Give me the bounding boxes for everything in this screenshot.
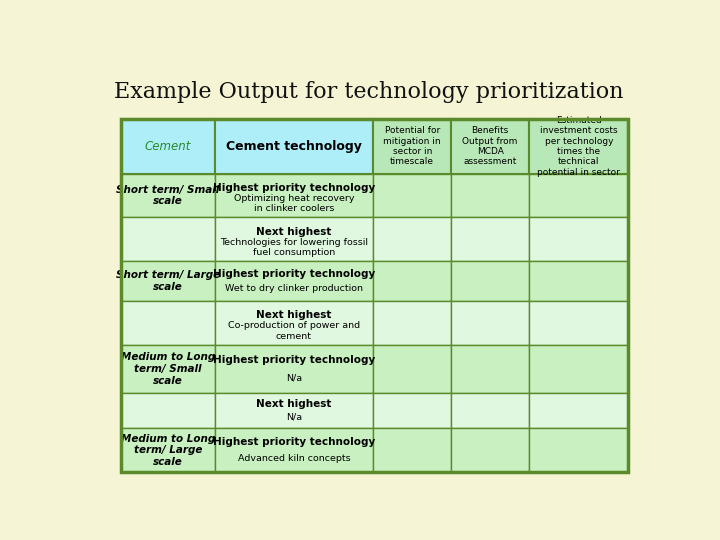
Bar [215,428,373,472]
Bar [373,119,451,174]
Bar [121,261,215,301]
Bar [529,218,629,261]
Bar [215,218,373,261]
Text: Highest priority technology: Highest priority technology [213,355,375,365]
Bar [215,393,373,428]
Bar [121,174,215,218]
Bar [215,261,373,301]
Bar [121,393,215,428]
Bar [529,345,629,393]
Bar [373,428,451,472]
Bar [121,218,215,261]
Text: Highest priority technology: Highest priority technology [213,269,375,279]
Text: Highest priority technology: Highest priority technology [213,183,375,193]
Bar [451,428,529,472]
Text: Cement: Cement [145,140,191,153]
Text: Advanced kiln concepts: Advanced kiln concepts [238,454,351,463]
Text: Medium to Long
term/ Large
scale: Medium to Long term/ Large scale [120,434,215,467]
Text: Estimated
investment costs
per technology
times the
technical
potential in secto: Estimated investment costs per technolog… [537,116,620,177]
Bar [215,345,373,393]
Bar [373,261,451,301]
Bar [451,218,529,261]
Bar [215,301,373,345]
Text: Wet to dry clinker production: Wet to dry clinker production [225,284,363,293]
Bar [121,428,215,472]
Text: N/a: N/a [286,373,302,382]
Text: Technologies for lowering fossil
fuel consumption: Technologies for lowering fossil fuel co… [220,238,368,257]
Text: Optimizing heat recovery
in clinker coolers: Optimizing heat recovery in clinker cool… [234,194,354,213]
Bar [529,393,629,428]
Text: Benefits
Output from
MCDA
assessment: Benefits Output from MCDA assessment [462,126,518,166]
Bar [529,261,629,301]
Bar [451,345,529,393]
Bar [451,393,529,428]
Bar [373,393,451,428]
Bar [529,119,629,174]
Bar [529,174,629,218]
Text: Next highest: Next highest [256,399,332,409]
Text: Example Output for technology prioritization: Example Output for technology prioritiza… [114,82,624,104]
Bar [451,301,529,345]
Text: Short term/ Large
scale: Short term/ Large scale [116,271,220,292]
Bar [529,301,629,345]
Bar [215,119,373,174]
Text: Co-production of power and
cement: Co-production of power and cement [228,321,360,341]
Bar [529,428,629,472]
Text: N/a: N/a [286,413,302,422]
Bar [215,174,373,218]
Text: Short term/ Small
scale: Short term/ Small scale [116,185,220,206]
Text: Medium to Long
term/ Small
scale: Medium to Long term/ Small scale [120,352,215,386]
Bar [121,301,215,345]
Text: Next highest: Next highest [256,310,332,320]
Bar [121,119,215,174]
Text: Next highest: Next highest [256,226,332,237]
Text: Highest priority technology: Highest priority technology [213,437,375,448]
Bar [121,345,215,393]
Bar [451,261,529,301]
Bar [373,345,451,393]
Bar [121,119,629,472]
Bar [373,218,451,261]
Bar [373,301,451,345]
Bar [451,119,529,174]
Bar [451,174,529,218]
Bar [373,174,451,218]
Text: Potential for
mitigation in
sector in
timescale: Potential for mitigation in sector in ti… [383,126,441,166]
Text: Cement technology: Cement technology [226,140,362,153]
